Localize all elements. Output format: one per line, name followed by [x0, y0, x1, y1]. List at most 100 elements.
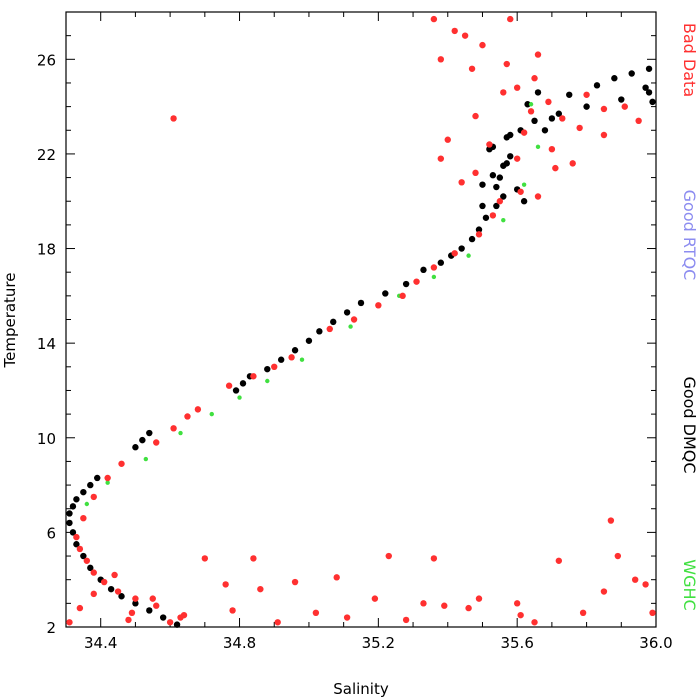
point-bad-data [201, 555, 209, 562]
point-bad-data [475, 595, 483, 602]
point-bad-data [430, 555, 438, 562]
point-good-dmqc [264, 365, 271, 373]
point-good-dmqc [87, 564, 94, 572]
point-good-dmqc [80, 552, 87, 560]
plot-frame [65, 11, 657, 628]
point-wghc [431, 274, 437, 280]
point-good-dmqc [489, 172, 497, 179]
point-good-dmqc [66, 519, 73, 527]
point-good-dmqc [531, 117, 538, 125]
point-good-dmqc [468, 235, 476, 243]
point-bad-data [90, 569, 97, 576]
legend-entry: Good DMQC [680, 376, 699, 473]
point-bad-data [527, 108, 535, 115]
point-bad-data [642, 581, 649, 588]
point-bad-data [534, 51, 542, 58]
point-good-dmqc [548, 115, 556, 122]
point-bad-data [576, 124, 583, 132]
point-bad-data [166, 619, 174, 626]
point-good-dmqc [583, 103, 590, 110]
point-bad-data [631, 576, 639, 583]
point-bad-data [343, 614, 351, 621]
y-axis-label: Temperature [1, 272, 19, 368]
point-good-dmqc [611, 75, 618, 82]
point-good-dmqc [503, 160, 510, 167]
point-bad-data [399, 292, 406, 300]
point-bad-data [222, 581, 229, 588]
point-good-dmqc [642, 84, 649, 91]
point-bad-data [479, 41, 486, 49]
point-bad-data [496, 198, 504, 205]
point-bad-data [520, 129, 528, 136]
point-good-dmqc [132, 600, 139, 607]
y-tick-label: 22 [37, 146, 56, 164]
point-bad-data [517, 611, 524, 619]
point-good-dmqc [645, 89, 653, 96]
point-bad-data [90, 590, 97, 598]
point-bad-data [437, 56, 445, 63]
point-bad-data [250, 373, 257, 380]
point-good-dmqc [69, 503, 77, 510]
point-good-dmqc [520, 198, 528, 205]
point-good-dmqc [87, 481, 94, 489]
point-bad-data [552, 164, 559, 172]
point-bad-data [461, 32, 469, 39]
point-bad-data [170, 115, 177, 122]
point-good-dmqc [479, 202, 486, 210]
point-bad-data [534, 193, 542, 200]
point-wghc [535, 144, 541, 150]
point-bad-data [118, 460, 125, 467]
point-wghc [265, 378, 270, 384]
point-good-dmqc [73, 541, 80, 548]
point-wghc [299, 357, 305, 362]
point-bad-data [465, 604, 472, 612]
point-bad-data [66, 619, 73, 626]
point-bad-data [76, 545, 84, 553]
point-wghc [178, 430, 183, 436]
y-tick-label: 10 [37, 430, 56, 448]
point-good-dmqc [493, 202, 500, 210]
point-bad-data [614, 552, 622, 560]
x-tick-labels: 34.4 34.8 35.2 35.6 36.0 [84, 634, 673, 652]
point-bad-data [513, 155, 521, 162]
point-bad-data [229, 607, 236, 614]
point-bad-data [250, 555, 257, 562]
point-bad-data [73, 533, 80, 541]
point-good-dmqc [524, 101, 531, 108]
point-bad-data [468, 65, 476, 72]
point-good-dmqc [482, 214, 490, 221]
point-bad-data [513, 84, 521, 91]
legend-entry: Good RTQC [680, 190, 699, 281]
point-wghc [209, 411, 214, 417]
point-bad-data [385, 552, 392, 560]
point-bad-data [153, 439, 160, 446]
point-good-dmqc [316, 328, 323, 335]
point-bad-data [507, 15, 514, 23]
point-bad-data [548, 145, 556, 153]
point-good-dmqc [437, 259, 445, 266]
point-good-dmqc [139, 436, 146, 444]
point-bad-data [569, 160, 576, 167]
point-wghc [84, 501, 90, 507]
point-bad-data [288, 354, 295, 361]
point-bad-data [444, 136, 451, 143]
y-tick-label: 6 [46, 524, 56, 542]
point-bad-data [170, 425, 177, 432]
point-bad-data [583, 91, 590, 98]
y-tick-label: 14 [37, 335, 56, 353]
point-good-dmqc [232, 387, 240, 394]
point-good-dmqc [291, 347, 299, 354]
point-good-dmqc [618, 96, 625, 103]
point-bad-data [451, 27, 458, 35]
point-bad-data [420, 600, 427, 607]
point-good-dmqc [66, 510, 73, 517]
point-bad-data [76, 604, 84, 612]
point-bad-data [513, 600, 521, 607]
point-good-dmqc [649, 98, 656, 106]
point-bad-data [607, 517, 615, 524]
point-bad-data [600, 105, 608, 113]
point-good-dmqc [132, 444, 139, 451]
point-good-dmqc [146, 429, 153, 437]
point-good-dmqc [500, 193, 507, 200]
point-wghc [348, 324, 353, 329]
